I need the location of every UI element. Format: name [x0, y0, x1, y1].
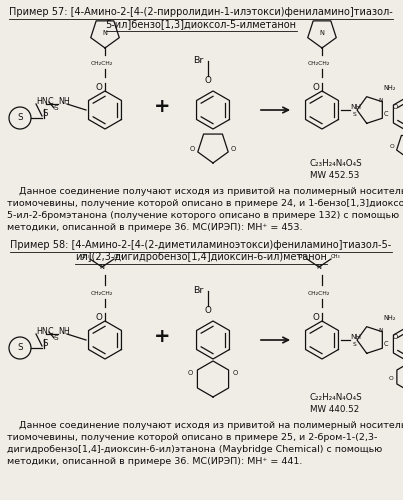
- Text: CH₃: CH₃: [297, 254, 307, 260]
- Text: CH₃: CH₃: [331, 254, 341, 260]
- Text: 5-ил]бензо[1,3]диоксол-5-илметанон: 5-ил]бензо[1,3]диоксол-5-илметанон: [106, 19, 297, 29]
- Text: методики, описанной в примере 36. МС(ИРЭП): МН⁺ = 453.: методики, описанной в примере 36. МС(ИРЭ…: [7, 223, 303, 232]
- Text: Br: Br: [193, 286, 203, 295]
- Text: O: O: [233, 370, 238, 376]
- Text: O: O: [205, 76, 212, 85]
- Text: C₂₃H₂₄N₄O₄S: C₂₃H₂₄N₄O₄S: [310, 159, 363, 168]
- Text: C: C: [384, 341, 388, 347]
- Text: NH: NH: [350, 334, 361, 340]
- Text: 5-ил-2-бромэтанона (получение которого описано в примере 132) с помощью: 5-ил-2-бромэтанона (получение которого о…: [7, 211, 399, 220]
- Text: дигидробензо[1,4]-диоксин-6-ил)этанона (Maybridge Chemical) с помощью: дигидробензо[1,4]-диоксин-6-ил)этанона (…: [7, 445, 382, 454]
- Text: S: S: [353, 112, 357, 117]
- Text: NH: NH: [58, 98, 70, 106]
- Text: N: N: [317, 264, 322, 270]
- Text: C: C: [47, 98, 53, 106]
- Text: N: N: [378, 328, 382, 332]
- Text: Данное соединение получают исходя из привитой на полимерный носитель: Данное соединение получают исходя из при…: [7, 421, 403, 430]
- Text: Br: Br: [193, 56, 203, 65]
- Text: O: O: [190, 146, 195, 152]
- Text: S: S: [353, 342, 357, 347]
- Text: Пример 57: [4-Амино-2-[4-(2-пирролидин-1-илэтокси)фениламино]тиазол-: Пример 57: [4-Амино-2-[4-(2-пирролидин-1…: [9, 7, 393, 17]
- Text: O: O: [312, 313, 319, 322]
- Text: O: O: [231, 146, 236, 152]
- Text: O: O: [389, 144, 394, 150]
- Text: S: S: [17, 344, 23, 352]
- Text: NH₂: NH₂: [383, 315, 395, 321]
- Text: CH₃: CH₃: [114, 254, 124, 260]
- Text: CH₃: CH₃: [80, 254, 90, 260]
- Text: C: C: [47, 328, 53, 336]
- Text: HN: HN: [36, 98, 48, 106]
- Text: S: S: [42, 110, 48, 118]
- Text: N: N: [378, 98, 382, 102]
- Text: ил](2,3-дигидробензо[1,4]диоксин-6-ил)метанон: ил](2,3-дигидробензо[1,4]диоксин-6-ил)ме…: [75, 252, 327, 262]
- Text: NH₂: NH₂: [383, 85, 395, 91]
- Text: CH₂CH₂: CH₂CH₂: [91, 61, 113, 66]
- Text: HN: HN: [36, 328, 48, 336]
- Text: N: N: [320, 30, 324, 36]
- Text: Данное соединение получают исходя из привитой на полимерный носитель: Данное соединение получают исходя из при…: [7, 187, 403, 196]
- Text: O: O: [393, 104, 398, 110]
- Text: MW 452.53: MW 452.53: [310, 171, 359, 180]
- Text: CH₂CH₂: CH₂CH₂: [308, 61, 330, 66]
- Text: O: O: [312, 83, 319, 92]
- Text: Пример 58: [4-Амино-2-[4-(2-диметиламиноэтокси)фениламино]тиазол-5-: Пример 58: [4-Амино-2-[4-(2-диметиламино…: [10, 240, 392, 250]
- Text: тиомочевины, получение которой описано в примере 24, и 1-бензо[1,3]диоксол-: тиомочевины, получение которой описано в…: [7, 199, 403, 208]
- Text: O: O: [188, 370, 193, 376]
- Text: NH: NH: [58, 328, 70, 336]
- Text: N: N: [100, 264, 104, 270]
- Text: CH₂CH₂: CH₂CH₂: [308, 291, 330, 296]
- Text: S: S: [54, 105, 58, 111]
- Text: C: C: [384, 111, 388, 117]
- Text: O: O: [205, 306, 212, 315]
- Text: O: O: [393, 334, 398, 340]
- Text: S: S: [54, 335, 58, 341]
- Text: S: S: [17, 114, 23, 122]
- Text: N: N: [102, 30, 108, 36]
- Text: O: O: [388, 376, 393, 380]
- Text: +: +: [154, 96, 170, 116]
- Text: NH: NH: [350, 104, 361, 110]
- Text: S: S: [42, 340, 48, 348]
- Text: O: O: [95, 313, 102, 322]
- Text: тиомочевины, получение которой описано в примере 25, и 2-бром-1-(2,3-: тиомочевины, получение которой описано в…: [7, 433, 377, 442]
- Text: CH₂CH₂: CH₂CH₂: [91, 291, 113, 296]
- Text: методики, описанной в примере 36. МС(ИРЭП): МН⁺ = 441.: методики, описанной в примере 36. МС(ИРЭ…: [7, 457, 302, 466]
- Text: MW 440.52: MW 440.52: [310, 405, 359, 414]
- Text: O: O: [95, 83, 102, 92]
- Text: C₂₂H₂₄N₄O₄S: C₂₂H₂₄N₄O₄S: [310, 393, 363, 402]
- Text: +: +: [154, 326, 170, 345]
